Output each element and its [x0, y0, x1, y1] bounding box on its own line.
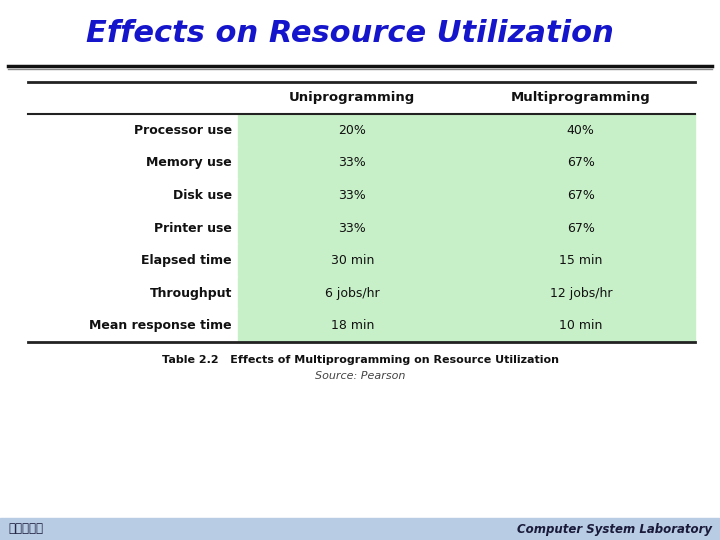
Text: Throughput: Throughput [150, 287, 232, 300]
Text: Disk use: Disk use [173, 189, 232, 202]
Text: Computer System Laboratory: Computer System Laboratory [517, 523, 712, 536]
Text: 33%: 33% [338, 221, 366, 234]
Text: Source: Pearson: Source: Pearson [315, 371, 405, 381]
Text: 30 min: 30 min [330, 254, 374, 267]
Bar [238, 146, 695, 179]
Bar [238, 277, 695, 309]
Text: Multiprogramming: Multiprogramming [511, 91, 651, 105]
Text: 67%: 67% [567, 189, 595, 202]
Bar [0, 518, 720, 540]
Text: 33%: 33% [338, 157, 366, 170]
Text: 12 jobs/hr: 12 jobs/hr [549, 287, 612, 300]
Text: Elapsed time: Elapsed time [141, 254, 232, 267]
Text: Uniprogramming: Uniprogramming [289, 91, 415, 105]
Bar [238, 114, 695, 146]
Text: 67%: 67% [567, 221, 595, 234]
Text: Memory use: Memory use [146, 157, 232, 170]
Bar [28, 179, 238, 212]
Bar [238, 244, 695, 277]
Text: Table 2.2   Effects of Multiprogramming on Resource Utilization: Table 2.2 Effects of Multiprogramming on… [161, 355, 559, 365]
Text: Mean response time: Mean response time [89, 319, 232, 332]
Bar [238, 212, 695, 244]
Text: 40%: 40% [567, 124, 595, 137]
Text: 20%: 20% [338, 124, 366, 137]
Bar [238, 179, 695, 212]
Text: Effects on Resource Utilization: Effects on Resource Utilization [86, 19, 614, 49]
Bar [28, 114, 238, 146]
Bar [238, 309, 695, 342]
Text: Processor use: Processor use [134, 124, 232, 137]
Bar [0, 0, 720, 68]
Bar [28, 277, 238, 309]
Text: 67%: 67% [567, 157, 595, 170]
Bar [28, 82, 695, 114]
Text: 6 jobs/hr: 6 jobs/hr [325, 287, 379, 300]
Bar [28, 309, 238, 342]
Text: 10 min: 10 min [559, 319, 603, 332]
Bar [28, 146, 238, 179]
Text: 高麗大學校: 高麗大學校 [8, 523, 43, 536]
Text: 33%: 33% [338, 189, 366, 202]
Text: 15 min: 15 min [559, 254, 603, 267]
Text: Printer use: Printer use [154, 221, 232, 234]
Bar [28, 244, 238, 277]
Bar [28, 212, 238, 244]
Text: 18 min: 18 min [330, 319, 374, 332]
